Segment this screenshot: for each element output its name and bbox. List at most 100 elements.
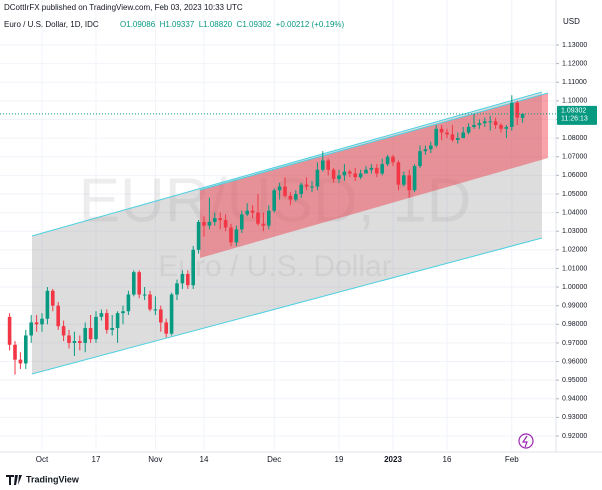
candle-body	[283, 186, 287, 196]
candle-body	[288, 195, 293, 200]
candle-body	[402, 175, 406, 185]
replay-icon[interactable]	[518, 433, 534, 449]
candle-body	[148, 294, 152, 310]
candle-body	[353, 173, 357, 178]
candle-body	[364, 169, 368, 174]
last-price-box	[557, 105, 597, 125]
candle-body	[407, 175, 411, 191]
x-tick-label: 17	[92, 455, 101, 464]
candle-body	[472, 125, 476, 127]
candle-body	[132, 272, 136, 295]
candle-body	[315, 169, 320, 187]
y-tick-label: 1.10000	[562, 98, 587, 105]
candle-body	[207, 221, 212, 226]
candle-body	[159, 309, 163, 323]
candle-body	[213, 218, 217, 222]
candle-body	[110, 328, 114, 330]
candle-body	[380, 164, 384, 174]
candles	[7, 95, 525, 375]
candle-body	[180, 274, 185, 284]
candle-body	[175, 283, 179, 295]
candle-body	[461, 132, 465, 139]
candle-body	[375, 167, 379, 174]
candle-body	[229, 227, 233, 243]
candle-body	[520, 113, 525, 118]
candle-body	[72, 341, 77, 343]
candle-body	[67, 335, 71, 343]
candle-body	[434, 128, 438, 146]
candle-body	[40, 318, 44, 325]
last-price-label: 1.09302	[561, 108, 586, 115]
candle-body	[7, 316, 12, 345]
candle-body	[83, 328, 87, 343]
countdown-label: 11:26:13	[561, 116, 588, 123]
icon-bolt[interactable]	[521, 435, 528, 448]
candle-body	[45, 290, 50, 319]
y-tick-label: 1.05000	[562, 191, 587, 198]
candle-body	[304, 184, 309, 187]
candle-body	[256, 212, 260, 224]
y-tick-label: 1.07000	[562, 154, 587, 161]
channel-line	[31, 91, 543, 237]
y-tick-label: 1.04000	[562, 209, 587, 216]
y-tick-label: 0.94000	[562, 396, 587, 403]
candle-body	[348, 171, 352, 174]
candle-body	[223, 220, 228, 228]
candle-body	[218, 218, 222, 221]
candle-body	[326, 160, 330, 170]
candle-body	[337, 175, 341, 180]
candle-body	[310, 186, 314, 188]
channel-line	[31, 237, 543, 375]
candle-body	[272, 190, 276, 211]
candle-body	[88, 328, 93, 340]
candle-body	[456, 138, 460, 140]
candle-body	[423, 149, 428, 152]
publisher: DCottIrFX published on TradingView.com, …	[4, 3, 243, 12]
candle-body	[299, 184, 303, 194]
icon-circle[interactable]	[518, 433, 534, 449]
candle-body	[321, 160, 325, 170]
channel-line	[199, 92, 549, 191]
candle-body	[499, 125, 503, 129]
candle-body	[99, 313, 104, 317]
x-tick-label: 14	[200, 455, 209, 464]
brand-logo	[6, 475, 22, 485]
brand-name: TradingView	[26, 474, 80, 484]
y-tick-label: 1.00000	[562, 284, 587, 291]
y-tick-label: 0.99000	[562, 303, 587, 310]
candle-body	[169, 294, 174, 334]
y-tick-label: 0.98000	[562, 321, 587, 328]
watermark-name: Euro / U.S. Dollar	[158, 250, 391, 283]
candle-body	[466, 126, 471, 133]
x-tick-label: 2023	[384, 455, 402, 464]
candle-body	[342, 171, 347, 176]
candle-body	[126, 294, 131, 312]
candle-body	[429, 145, 433, 150]
grid	[0, 0, 556, 450]
candle-body	[202, 221, 206, 226]
symbol-info: Euro / U.S. Dollar, 1D, IDC	[4, 20, 99, 29]
y-tick-label: 0.96000	[562, 358, 587, 365]
y-tick-label: 0.92000	[562, 433, 587, 440]
x-tick-label: Dec	[267, 455, 281, 464]
candle-body	[191, 249, 195, 286]
y-tick-label: 1.13000	[562, 42, 587, 49]
candle-body	[391, 156, 395, 163]
candle-body	[267, 210, 271, 226]
parallel-channel	[200, 93, 548, 258]
candle-body	[164, 322, 168, 334]
x-tick-label: Nov	[148, 455, 162, 464]
candle-body	[186, 274, 190, 286]
currency-label: USD	[563, 17, 580, 26]
candle-body	[369, 167, 374, 170]
candle-body	[331, 169, 336, 180]
ohlc-info: O1.09086 H1.09337 L1.08820 C1.09302 +0.0…	[120, 20, 345, 29]
candle-body	[445, 132, 449, 135]
candle-body	[477, 123, 482, 126]
candle-body	[488, 121, 492, 123]
candle-body	[78, 341, 82, 343]
candle-body	[504, 126, 509, 129]
candle-body	[418, 151, 422, 167]
candle-body	[24, 335, 28, 364]
